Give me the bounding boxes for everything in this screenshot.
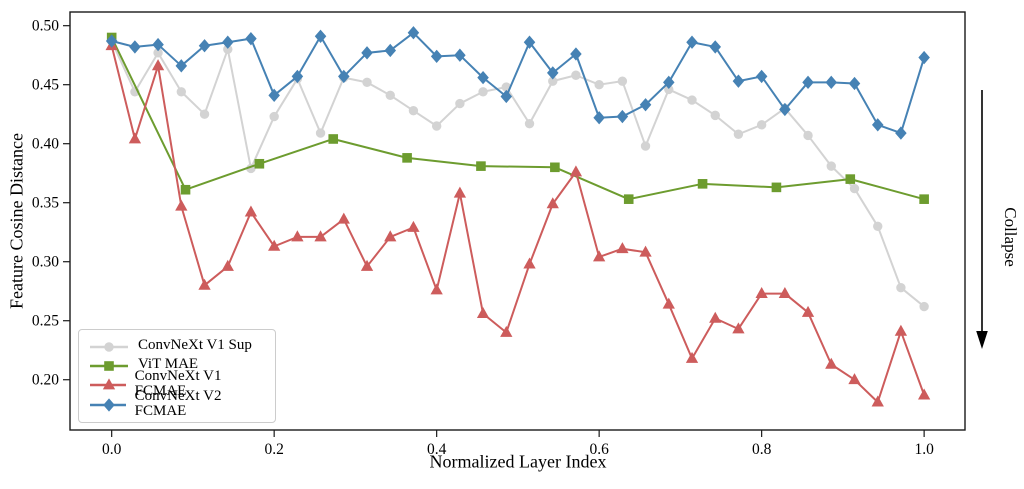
legend-label: ViT MAE — [138, 356, 199, 372]
series-convnext-v2-fcmae — [105, 26, 930, 140]
svg-text:0.4: 0.4 — [427, 441, 447, 458]
legend-item-vit-mae: ViT MAE — [89, 356, 265, 375]
svg-text:0.30: 0.30 — [32, 254, 59, 271]
red-triangle-line-icon — [90, 378, 126, 390]
blue-diamond-line-icon — [90, 398, 126, 412]
svg-text:1.0: 1.0 — [914, 441, 934, 458]
svg-text:0.40: 0.40 — [32, 136, 59, 153]
svg-text:0.25: 0.25 — [32, 313, 59, 330]
collapse-annotation: Collapse — [1001, 207, 1020, 267]
svg-text:0.20: 0.20 — [32, 372, 59, 389]
legend-label: ConvNeXt V1 FCMAE — [134, 368, 222, 399]
legend-item-convnext-v1-fcmae: ConvNeXt V1 FCMAE — [89, 369, 265, 399]
svg-text:0.50: 0.50 — [32, 18, 59, 35]
legend-label: ConvNeXt V1 Sup — [138, 337, 252, 353]
y-axis-label: Feature Cosine Distance — [6, 133, 27, 309]
svg-text:0.6: 0.6 — [589, 441, 609, 458]
series-convnext-v1-fcmae — [105, 39, 931, 407]
green-square-line-icon — [90, 360, 128, 371]
legend-item-convnext-v1-sup: ConvNeXt V1 Sup — [89, 337, 265, 356]
collapse-arrow — [976, 90, 988, 349]
legend-label: ConvNeXt V2 FCMAE — [134, 388, 222, 419]
svg-text:0.35: 0.35 — [32, 195, 59, 212]
series-vit-mae — [106, 32, 929, 204]
svg-text:0.0: 0.0 — [102, 441, 122, 458]
x-axis-label: Normalized Layer Index — [429, 451, 607, 472]
svg-text:0.8: 0.8 — [752, 441, 772, 458]
legend-item-convnext-v2-fcmae: ConvNeXt V2 FCMAE — [89, 389, 265, 419]
svg-text:0.45: 0.45 — [32, 77, 59, 94]
gray-circle-line-icon — [90, 341, 128, 352]
legend: ConvNeXt V1 Sup ViT MAE ConvNeXt V1 FCMA… — [78, 329, 276, 423]
svg-text:0.2: 0.2 — [264, 441, 283, 458]
